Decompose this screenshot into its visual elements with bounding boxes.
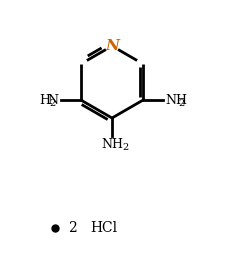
Text: N: N — [105, 39, 119, 53]
Text: 2: 2 — [122, 142, 128, 152]
Text: 2: 2 — [50, 98, 56, 107]
Text: N: N — [48, 93, 59, 106]
Text: H: H — [39, 93, 50, 106]
Text: 2: 2 — [68, 221, 77, 235]
Text: 2: 2 — [178, 98, 185, 107]
Text: NH: NH — [101, 139, 123, 152]
Text: HCl: HCl — [90, 221, 117, 235]
Text: NH: NH — [165, 93, 187, 106]
